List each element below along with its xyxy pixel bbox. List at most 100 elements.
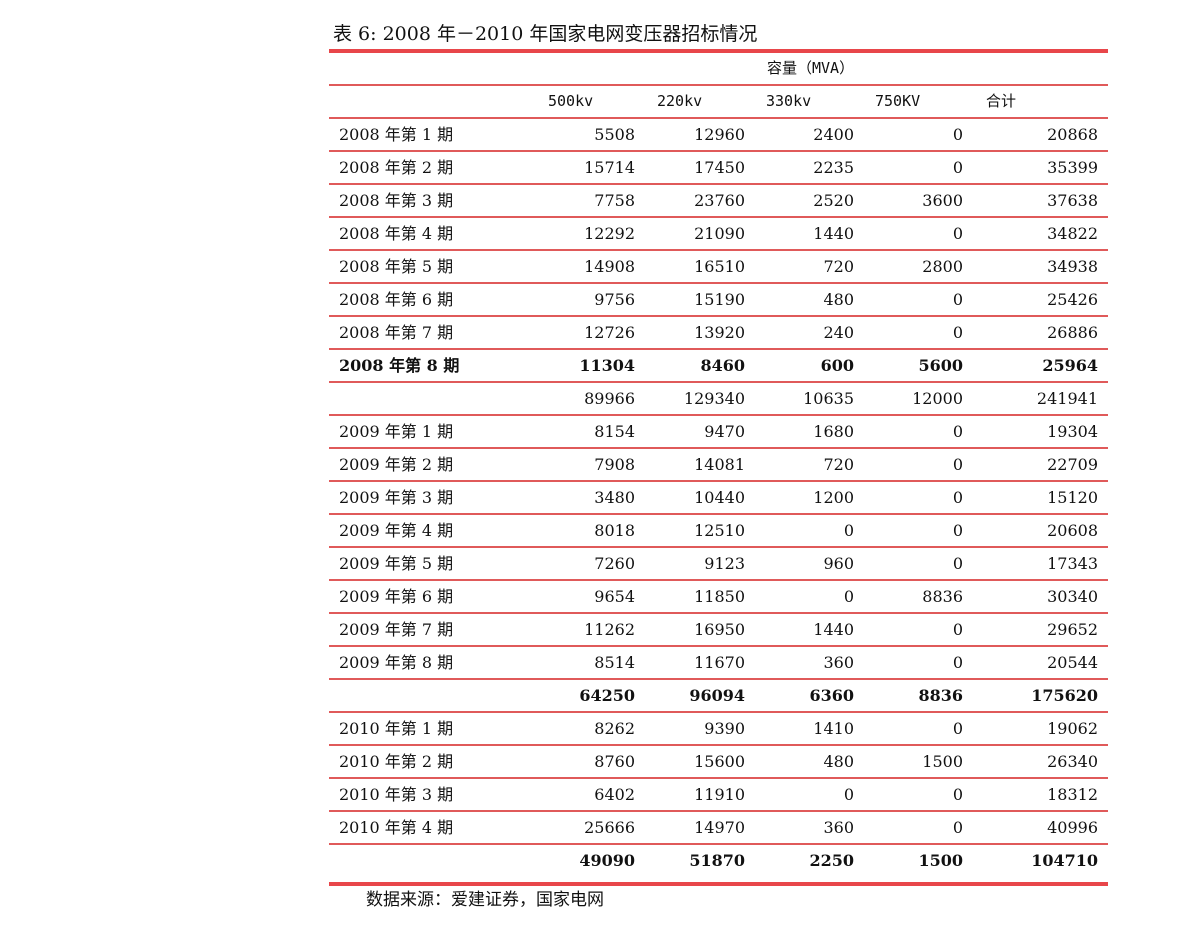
value-750kv: 0: [952, 719, 963, 738]
table-row: 2008 年第 6 期 9756 15190 480 0 25426: [329, 284, 1108, 317]
value-220kv: 10440: [694, 488, 745, 507]
row-label: 2008 年第 2 期: [339, 158, 454, 177]
table-row: 2009 年第 5 期 7260 9123 960 0 17343: [329, 548, 1108, 581]
value-500kv: 8760: [594, 752, 635, 771]
value-220kv: 21090: [694, 224, 745, 243]
value-500kv: 15714: [584, 158, 635, 177]
value-330kv: 480: [823, 752, 854, 771]
table-row: 2008 年第 8 期 11304 8460 600 5600 25964: [329, 350, 1108, 383]
value-220kv: 17450: [694, 158, 745, 177]
value-500kv: 9756: [594, 290, 635, 309]
table-row: 2008 年第 1 期 5508 12960 2400 0 20868: [329, 119, 1108, 152]
value-220kv: 11670: [694, 653, 745, 672]
value-220kv: 16950: [694, 620, 745, 639]
table-row: 89966 129340 10635 12000 241941: [329, 383, 1108, 416]
value-330kv: 1680: [813, 422, 854, 441]
value-total: 26886: [1047, 323, 1098, 342]
value-total: 15120: [1047, 488, 1098, 507]
value-330kv: 6360: [809, 686, 854, 705]
value-750kv: 1500: [918, 851, 963, 870]
row-label: 2008 年第 4 期: [339, 224, 454, 243]
row-label: 2009 年第 1 期: [339, 422, 454, 441]
col-header-total: 合计: [986, 92, 1017, 110]
table-row: 2010 年第 3 期 6402 11910 0 0 18312: [329, 779, 1108, 812]
value-330kv: 720: [823, 455, 854, 474]
value-330kv: 360: [823, 818, 854, 837]
value-220kv: 8460: [700, 356, 745, 375]
value-330kv: 1440: [813, 620, 854, 639]
value-330kv: 2235: [813, 158, 854, 177]
value-750kv: 0: [952, 422, 963, 441]
value-330kv: 0: [843, 785, 854, 804]
table-row: 49090 51870 2250 1500 104710: [329, 845, 1108, 878]
row-label: 2009 年第 6 期: [339, 587, 454, 606]
value-500kv: 3480: [594, 488, 635, 507]
table-row: 2009 年第 1 期 8154 9470 1680 0 19304: [329, 416, 1108, 449]
value-500kv: 8514: [594, 653, 635, 672]
value-330kv: 960: [823, 554, 854, 573]
value-330kv: 1440: [813, 224, 854, 243]
table-row: 2009 年第 2 期 7908 14081 720 0 22709: [329, 449, 1108, 482]
value-500kv: 8154: [594, 422, 635, 441]
value-330kv: 2520: [813, 191, 854, 210]
table-row: 2009 年第 3 期 3480 10440 1200 0 15120: [329, 482, 1108, 515]
value-220kv: 15600: [694, 752, 745, 771]
value-750kv: 0: [952, 455, 963, 474]
value-750kv: 0: [952, 290, 963, 309]
value-750kv: 0: [952, 323, 963, 342]
value-total: 20868: [1047, 125, 1098, 144]
value-750kv: 0: [952, 554, 963, 573]
value-total: 20608: [1047, 521, 1098, 540]
value-total: 20544: [1047, 653, 1098, 672]
row-label: 2010 年第 4 期: [339, 818, 454, 837]
value-750kv: 0: [952, 785, 963, 804]
value-750kv: 1500: [922, 752, 963, 771]
table-row: 2009 年第 4 期 8018 12510 0 0 20608: [329, 515, 1108, 548]
value-330kv: 1200: [813, 488, 854, 507]
value-500kv: 14908: [584, 257, 635, 276]
value-total: 17343: [1047, 554, 1098, 573]
value-total: 175620: [1031, 686, 1098, 705]
data-source-note: 数据来源：爱建证券，国家电网: [366, 890, 604, 910]
value-220kv: 129340: [683, 389, 745, 408]
value-500kv: 7758: [594, 191, 635, 210]
value-500kv: 25666: [584, 818, 635, 837]
value-220kv: 96094: [689, 686, 745, 705]
value-220kv: 23760: [694, 191, 745, 210]
value-total: 19062: [1047, 719, 1098, 738]
header-columns-row: 500kv 220kv 330kv 750KV 合计: [329, 86, 1108, 119]
value-500kv: 64250: [579, 686, 635, 705]
table-row: 2010 年第 2 期 8760 15600 480 1500 26340: [329, 746, 1108, 779]
value-total: 35399: [1047, 158, 1098, 177]
value-330kv: 240: [823, 323, 854, 342]
value-220kv: 14970: [694, 818, 745, 837]
col-header-500kv: 500kv: [548, 92, 594, 110]
capacity-caption: 容量（MVA）: [767, 59, 855, 77]
value-220kv: 9470: [704, 422, 745, 441]
value-750kv: 5600: [918, 356, 963, 375]
value-500kv: 12726: [584, 323, 635, 342]
table-row: 2009 年第 6 期 9654 11850 0 8836 30340: [329, 581, 1108, 614]
value-330kv: 2400: [813, 125, 854, 144]
value-500kv: 49090: [579, 851, 635, 870]
row-label: 2008 年第 3 期: [339, 191, 454, 210]
value-220kv: 12510: [694, 521, 745, 540]
value-330kv: 720: [823, 257, 854, 276]
row-label: 2008 年第 7 期: [339, 323, 454, 342]
value-total: 25964: [1042, 356, 1098, 375]
table-row: 64250 96094 6360 8836 175620: [329, 680, 1108, 713]
table-title: 表 6: 2008 年－2010 年国家电网变压器招标情况: [333, 23, 758, 45]
value-total: 40996: [1047, 818, 1098, 837]
value-500kv: 8018: [594, 521, 635, 540]
table-row: 2008 年第 4 期 12292 21090 1440 0 34822: [329, 218, 1108, 251]
value-total: 104710: [1031, 851, 1098, 870]
table-row: 2008 年第 2 期 15714 17450 2235 0 35399: [329, 152, 1108, 185]
value-750kv: 0: [952, 818, 963, 837]
value-total: 30340: [1047, 587, 1098, 606]
value-330kv: 10635: [803, 389, 854, 408]
row-label: 2009 年第 3 期: [339, 488, 454, 507]
table-row: 2008 年第 3 期 7758 23760 2520 3600 37638: [329, 185, 1108, 218]
row-label: 2009 年第 2 期: [339, 455, 454, 474]
value-330kv: 0: [843, 587, 854, 606]
row-label: 2008 年第 6 期: [339, 290, 454, 309]
